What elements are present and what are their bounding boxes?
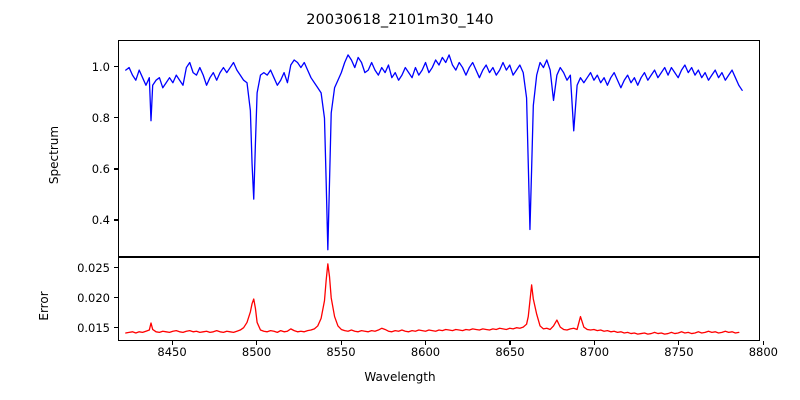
x-tick-label: 8600 xyxy=(410,345,441,359)
y-tick-label-spectrum: 0.4 xyxy=(91,212,110,227)
x-tick-label: 8800 xyxy=(748,345,779,359)
spectrum-line xyxy=(126,55,742,250)
y-tick-mark-spectrum xyxy=(114,219,118,221)
x-tick-label: 8500 xyxy=(241,345,272,359)
y-tick-label-spectrum: 0.8 xyxy=(91,110,110,125)
x-tick-mark xyxy=(509,341,511,345)
x-tick-label: 8550 xyxy=(326,345,356,359)
y-tick-label-error: 0.015 xyxy=(77,320,110,335)
y-tick-mark-error xyxy=(114,267,118,269)
y-tick-mark-spectrum xyxy=(114,117,118,119)
x-tick-mark xyxy=(678,341,680,345)
y-axis-label-spectrum: Spectrum xyxy=(47,125,61,185)
y-tick-mark-error xyxy=(114,327,118,329)
chart-title: 20030618_2101m30_140 xyxy=(306,12,494,28)
x-tick-label: 8700 xyxy=(579,345,610,359)
x-axis-label: Wavelength xyxy=(364,370,436,384)
y-axis-label-error: Error xyxy=(37,291,51,321)
error-plot-area xyxy=(119,258,759,340)
error-panel xyxy=(118,257,760,341)
x-tick-label: 8750 xyxy=(664,345,694,359)
error-line xyxy=(126,264,739,334)
x-tick-mark xyxy=(256,341,258,345)
y-tick-label-error: 0.020 xyxy=(77,290,110,305)
y-tick-mark-error xyxy=(114,297,118,299)
x-tick-mark xyxy=(762,341,764,345)
x-tick-mark xyxy=(593,341,596,345)
spectrum-panel xyxy=(118,40,760,257)
x-tick-label: 8450 xyxy=(157,345,187,359)
y-tick-mark-spectrum xyxy=(114,168,118,170)
x-tick-mark xyxy=(171,341,173,345)
x-tick-label: 8650 xyxy=(495,345,525,359)
x-tick-mark xyxy=(424,341,427,345)
spectrum-plot-area xyxy=(119,41,759,256)
y-tick-label-error: 0.025 xyxy=(77,260,110,275)
y-tick-mark-spectrum xyxy=(114,66,118,68)
x-tick-mark xyxy=(340,341,342,345)
y-tick-label-spectrum: 1.0 xyxy=(91,59,110,74)
y-tick-label-spectrum: 0.6 xyxy=(91,161,110,176)
